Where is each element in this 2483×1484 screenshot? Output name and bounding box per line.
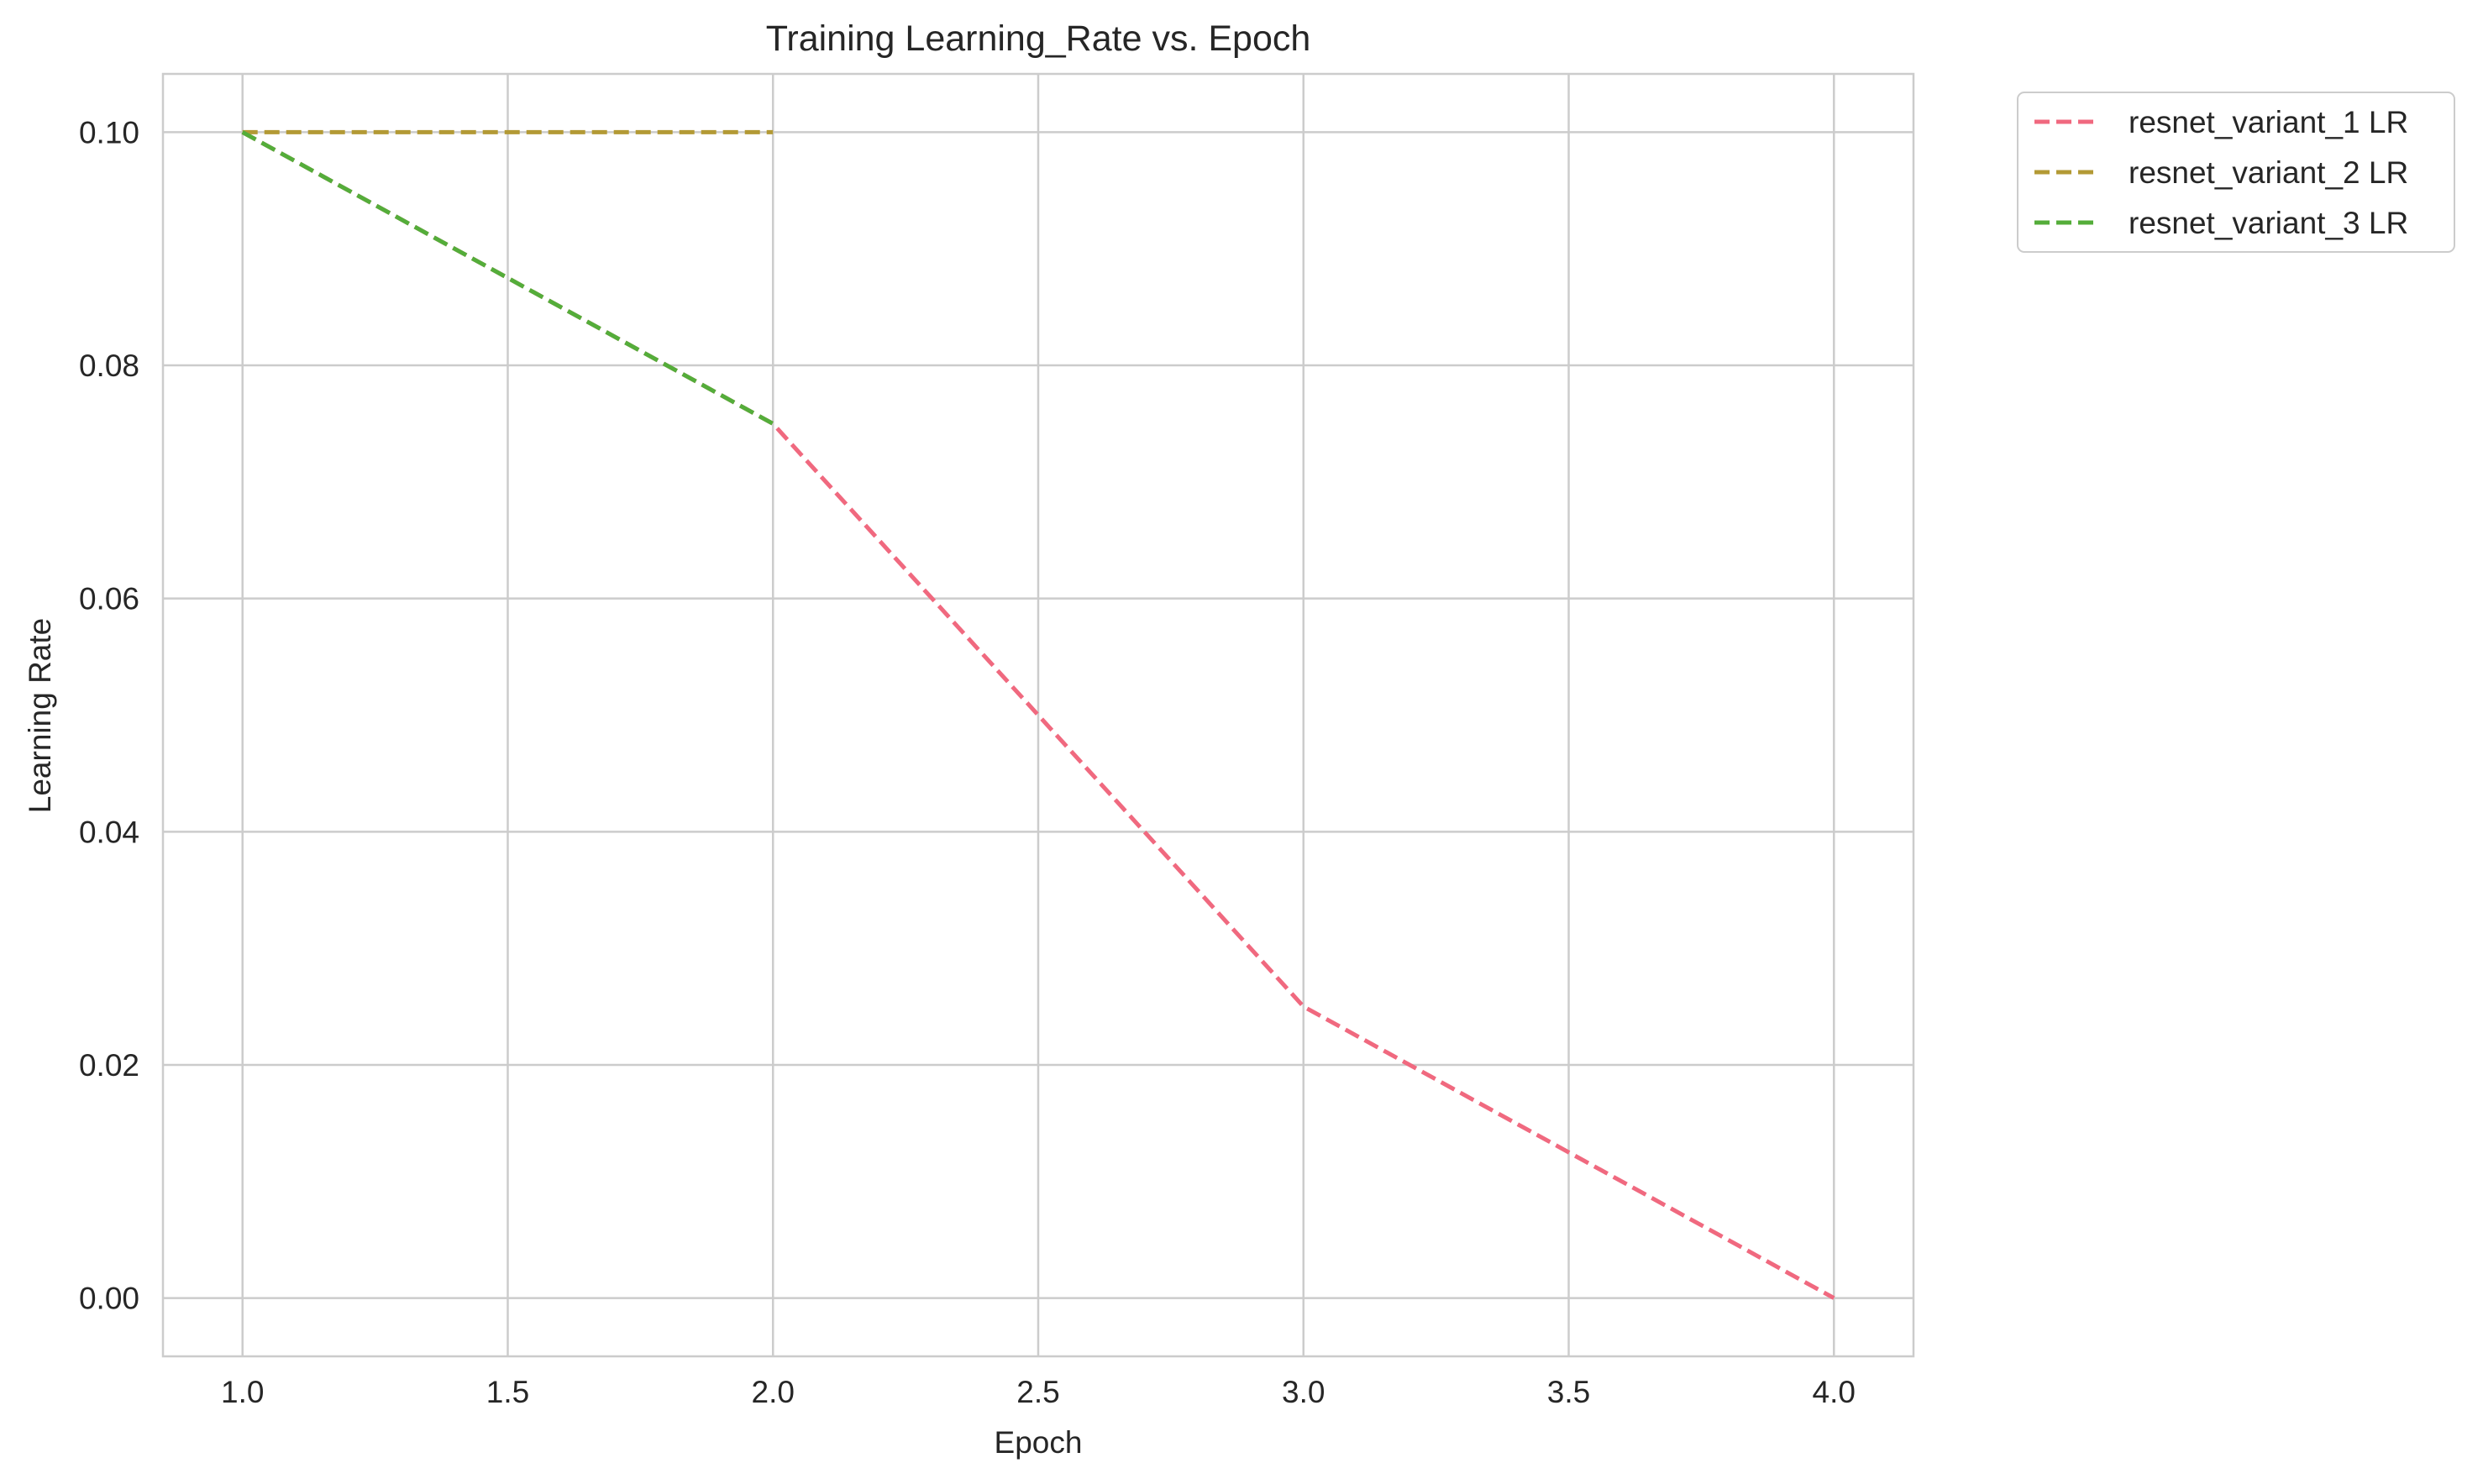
legend-label-3: resnet_variant_3 LR bbox=[2129, 206, 2408, 240]
series-line-1 bbox=[241, 130, 1835, 1300]
x-tick-label: 1.5 bbox=[486, 1375, 529, 1409]
legend: resnet_variant_1 LR resnet_variant_2 LR re… bbox=[2017, 92, 2455, 253]
x-tick-label: 1.0 bbox=[221, 1375, 264, 1409]
x-tick-label: 2.5 bbox=[1016, 1375, 1059, 1409]
x-tick-label: 2.0 bbox=[752, 1375, 795, 1409]
x-tick-label: 3.5 bbox=[1547, 1375, 1590, 1409]
x-tick-label: 4.0 bbox=[1813, 1375, 1856, 1409]
y-axis-label: Learning Rate bbox=[23, 618, 57, 813]
legend-label-2: resnet_variant_2 LR bbox=[2129, 155, 2408, 190]
y-tick-label: 0.08 bbox=[79, 349, 139, 383]
grid bbox=[163, 74, 1913, 1356]
y-tick-labels: 0.00 0.02 0.04 0.06 0.08 0.10 bbox=[79, 115, 139, 1315]
legend-label-1: resnet_variant_1 LR bbox=[2129, 105, 2408, 139]
series-line-3 bbox=[241, 130, 774, 426]
y-tick-label: 0.02 bbox=[79, 1048, 139, 1083]
x-tick-label: 3.0 bbox=[1282, 1375, 1325, 1409]
chart-title: Training Learning_Rate vs. Epoch bbox=[766, 18, 1311, 59]
plot-frame bbox=[161, 72, 1915, 1358]
x-axis-label: Epoch bbox=[995, 1425, 1083, 1460]
y-tick-label: 0.10 bbox=[79, 115, 139, 149]
x-tick-labels: 1.0 1.5 2.0 2.5 3.0 3.5 4.0 bbox=[221, 1375, 1856, 1409]
y-tick-label: 0.04 bbox=[79, 815, 139, 849]
series-layer bbox=[241, 129, 1835, 1300]
y-tick-label: 0.06 bbox=[79, 582, 139, 616]
y-tick-label: 0.00 bbox=[79, 1282, 139, 1316]
legend-box bbox=[2017, 92, 2455, 253]
legend-items: resnet_variant_1 LR resnet_variant_2 LR re… bbox=[2034, 105, 2408, 240]
